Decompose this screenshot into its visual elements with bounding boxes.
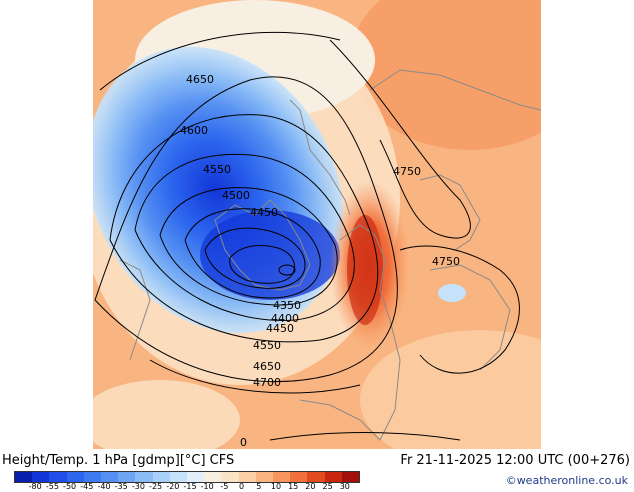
- color-scale-bar: [14, 471, 360, 483]
- cold-vortex-core: [200, 210, 340, 300]
- color-scale-tick: -50: [63, 482, 77, 491]
- contour-low-center: [278, 264, 296, 276]
- contour-label: 4500: [222, 189, 250, 202]
- contour-label: 0: [240, 436, 247, 449]
- color-swatch: [324, 472, 342, 482]
- color-scale-tick: -55: [45, 482, 59, 491]
- color-scale-tick: 0: [239, 482, 245, 491]
- color-swatch: [255, 472, 274, 482]
- contour-label: 4750: [432, 255, 460, 268]
- contour-4700-south: [149, 359, 361, 394]
- color-scale-tick: -5: [220, 482, 229, 491]
- color-swatch: [221, 472, 239, 482]
- warm-region-northeast: [350, 0, 541, 150]
- color-scale-tick: -80: [28, 482, 42, 491]
- weather-map: 4650 4600 4550 4500 4450 4750 4750 4350 …: [93, 0, 541, 449]
- height-contours: [94, 31, 520, 441]
- color-scale-tick: -40: [97, 482, 111, 491]
- color-swatch: [118, 472, 136, 482]
- map-footer: Height/Temp. 1 hPa [gdmp][°C] CFS Fr 21-…: [0, 449, 634, 492]
- color-scale-tick: 20: [305, 482, 316, 491]
- color-scale-tick: -15: [183, 482, 197, 491]
- color-swatch: [187, 472, 205, 482]
- contour-4800-south: [269, 432, 461, 441]
- color-swatch: [341, 472, 360, 482]
- contour-label: 4650: [253, 360, 281, 373]
- color-swatch: [66, 472, 84, 482]
- contour-4400: [204, 227, 306, 289]
- mild-region-southwest: [93, 380, 240, 449]
- contour-4600: [109, 114, 379, 343]
- color-swatch: [238, 472, 256, 482]
- forecast-datetime: Fr 21-11-2025 12:00 UTC (00+276): [400, 453, 630, 468]
- contour-4750-north: [329, 39, 471, 239]
- color-swatch: [290, 472, 308, 482]
- color-swatch: [307, 472, 325, 482]
- credit-link[interactable]: ©weatheronline.co.uk: [505, 474, 628, 487]
- contour-label: 4650: [186, 73, 214, 86]
- contour-4750-east: [399, 245, 520, 374]
- contour-4350: [229, 245, 295, 284]
- color-scale-tick: 25: [322, 482, 333, 491]
- color-swatch: [49, 472, 67, 482]
- coastlines: [119, 69, 541, 441]
- contour-label: 4550: [253, 339, 281, 352]
- color-scale-tick: -30: [131, 482, 145, 491]
- contour-4500: [159, 187, 338, 306]
- color-swatch: [273, 472, 291, 482]
- color-swatch: [152, 472, 170, 482]
- contour-label: 4400: [271, 312, 299, 325]
- contour-4450: [184, 208, 321, 299]
- contour-label: 4550: [203, 163, 231, 176]
- color-scale-tick: 10: [270, 482, 282, 491]
- map-canvas: 4650 4600 4550 4500 4450 4750 4750 4350 …: [93, 0, 541, 449]
- contour-label: 4700: [253, 376, 281, 389]
- contour-labels: 4650 4600 4550 4500 4450 4750 4750 4350 …: [180, 73, 460, 449]
- color-swatch: [135, 472, 153, 482]
- contour-4550: [134, 153, 355, 321]
- color-swatch: [101, 472, 119, 482]
- color-scale-tick: -10: [200, 482, 214, 491]
- color-swatch: [32, 472, 50, 482]
- color-scale-tick: 5: [256, 482, 262, 491]
- map-title: Height/Temp. 1 hPa [gdmp][°C] CFS: [2, 453, 235, 468]
- color-scale-tick: 30: [339, 482, 350, 491]
- color-scale-tick: 15: [288, 482, 299, 491]
- color-scale-tick: -35: [114, 482, 128, 491]
- contour-4650-outer: [94, 76, 398, 383]
- color-swatch: [15, 472, 33, 482]
- color-swatch: [83, 472, 102, 482]
- cool-patch-east: [438, 284, 466, 302]
- color-swatch: [204, 472, 222, 482]
- contour-label: 4350: [273, 299, 301, 312]
- contour-4700-north: [99, 31, 341, 91]
- color-scale-tick: -25: [149, 482, 163, 491]
- contour-label: 4750: [393, 165, 421, 178]
- color-scale-tick: -45: [80, 482, 94, 491]
- color-scale-tick: -20: [166, 482, 180, 491]
- contour-label: 4450: [266, 322, 294, 335]
- color-swatch: [169, 472, 188, 482]
- contour-label: 4450: [250, 206, 278, 219]
- contour-label: 4600: [180, 124, 208, 137]
- color-scale-ticks: -80 -55 -50 -45 -40 -35 -30 -25 -20 -15 -10 -5 0 5 10 1…: [14, 482, 360, 492]
